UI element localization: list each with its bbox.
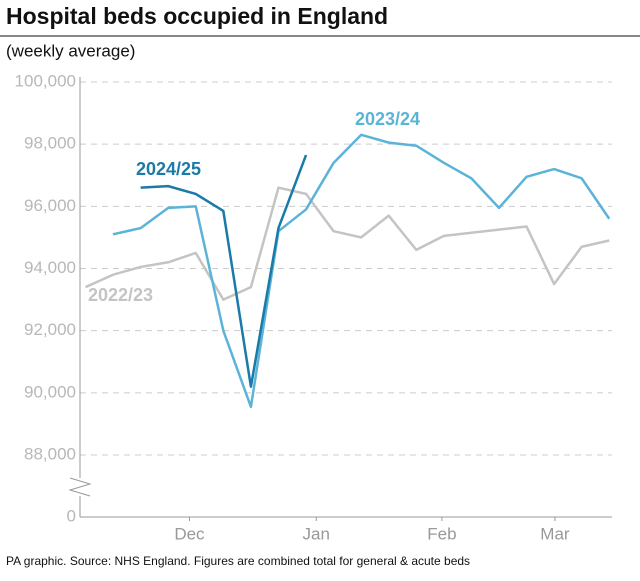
x-tick-label: Dec [174,524,205,543]
series-label: 2023/24 [355,109,420,129]
series-line [84,186,610,301]
series-line [112,133,611,409]
chart-subtitle: (weekly average) [6,41,135,60]
y-tick-label: 92,000 [24,320,76,339]
y-tick-label: 0 [67,506,76,525]
x-tick-label: Mar [540,524,570,543]
y-tick-label: 96,000 [24,196,76,215]
series-label: 2024/25 [136,159,201,179]
y-tick-label: 90,000 [24,382,76,401]
y-tick-label: 100,000 [15,71,76,90]
chart-title: Hospital beds occupied in England [6,3,388,29]
y-tick-label: 94,000 [24,258,76,277]
axis-break [68,477,92,497]
series-label: 2022/23 [88,285,153,305]
y-tick-label: 88,000 [24,444,76,463]
x-tick-label: Feb [427,524,456,543]
series-line [140,154,308,388]
source-note: PA graphic. Source: NHS England. Figures… [6,554,470,568]
y-tick-label: 98,000 [24,134,76,153]
x-tick-label: Jan [303,524,330,543]
